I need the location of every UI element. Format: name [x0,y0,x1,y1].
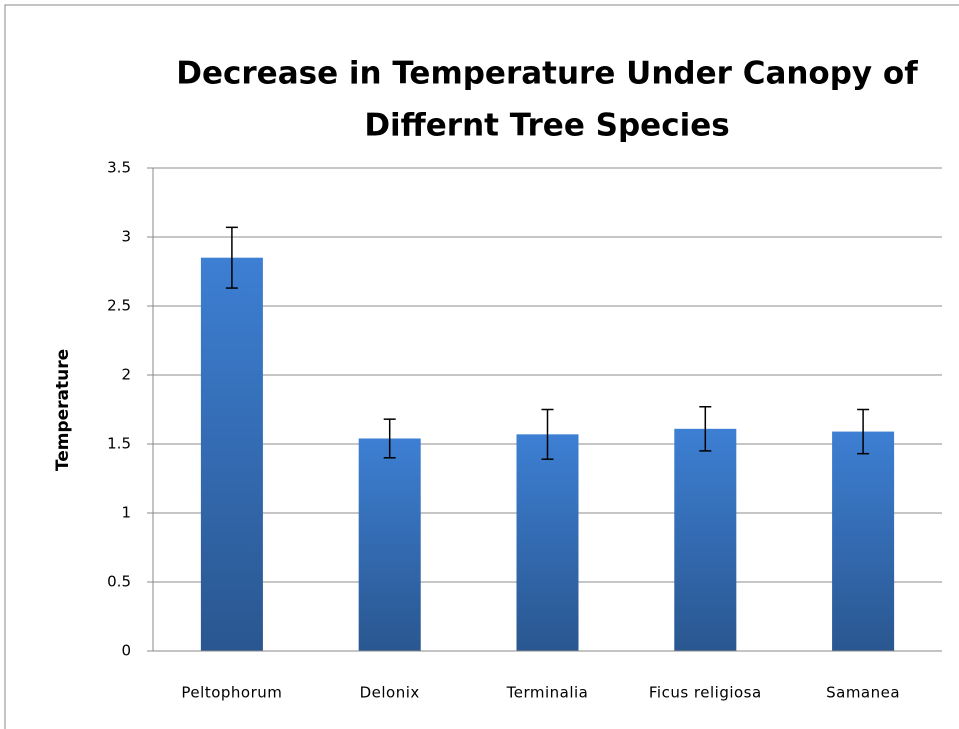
bar-shade [358,438,421,651]
x-tick-label: Samanea [826,684,900,702]
chart-border [4,4,959,729]
y-tick-label: 0.5 [107,573,131,591]
y-tick-label: 2 [121,366,131,384]
x-tick-label: Peltophorum [181,684,282,702]
y-tick-label: 3.5 [107,159,131,177]
y-tick-label: 0 [121,642,131,660]
error-bar [225,226,238,289]
x-tick-label: Delonix [360,684,420,702]
error-bar [857,408,870,455]
chart-title: Differnt Tree Species [364,108,729,144]
y-tick-label: 3 [121,228,131,246]
x-tick-label: Terminalia [506,684,589,702]
y-axis-label: Temperature [53,349,73,471]
bar-shade [200,257,263,651]
error-bar [383,418,396,459]
y-tick-label: 1.5 [107,435,131,453]
y-tick-label: 2.5 [107,297,131,315]
error-bar [699,405,712,452]
y-tick-label: 1 [121,504,131,522]
bar-shade [832,431,895,651]
bar-shade [516,434,579,651]
chart-title: Decrease in Temperature Under Canopy of [176,56,918,92]
bar-shade [674,428,737,651]
error-bar [541,408,554,460]
x-tick-label: Ficus religiosa [649,684,762,702]
